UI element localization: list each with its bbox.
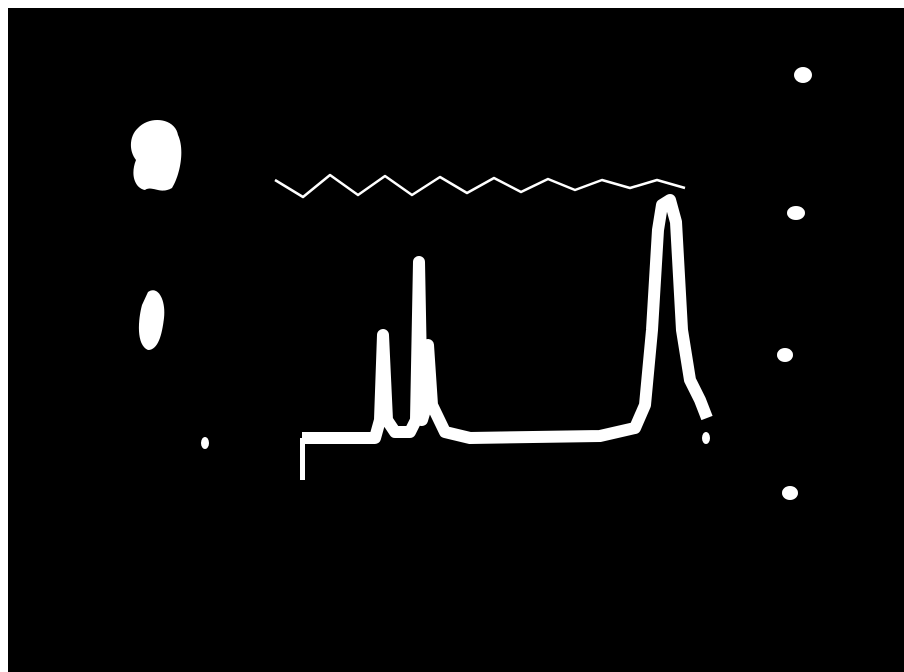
trace-start <box>300 438 305 480</box>
page: (() => { const data = JSON.parse(documen… <box>0 0 904 672</box>
dot <box>794 67 812 83</box>
oscilloscope-photo <box>0 0 904 672</box>
dot <box>787 206 805 220</box>
blob <box>131 120 181 191</box>
dot <box>782 486 798 500</box>
dot <box>777 348 793 362</box>
dot <box>702 432 710 444</box>
dot <box>201 437 209 449</box>
